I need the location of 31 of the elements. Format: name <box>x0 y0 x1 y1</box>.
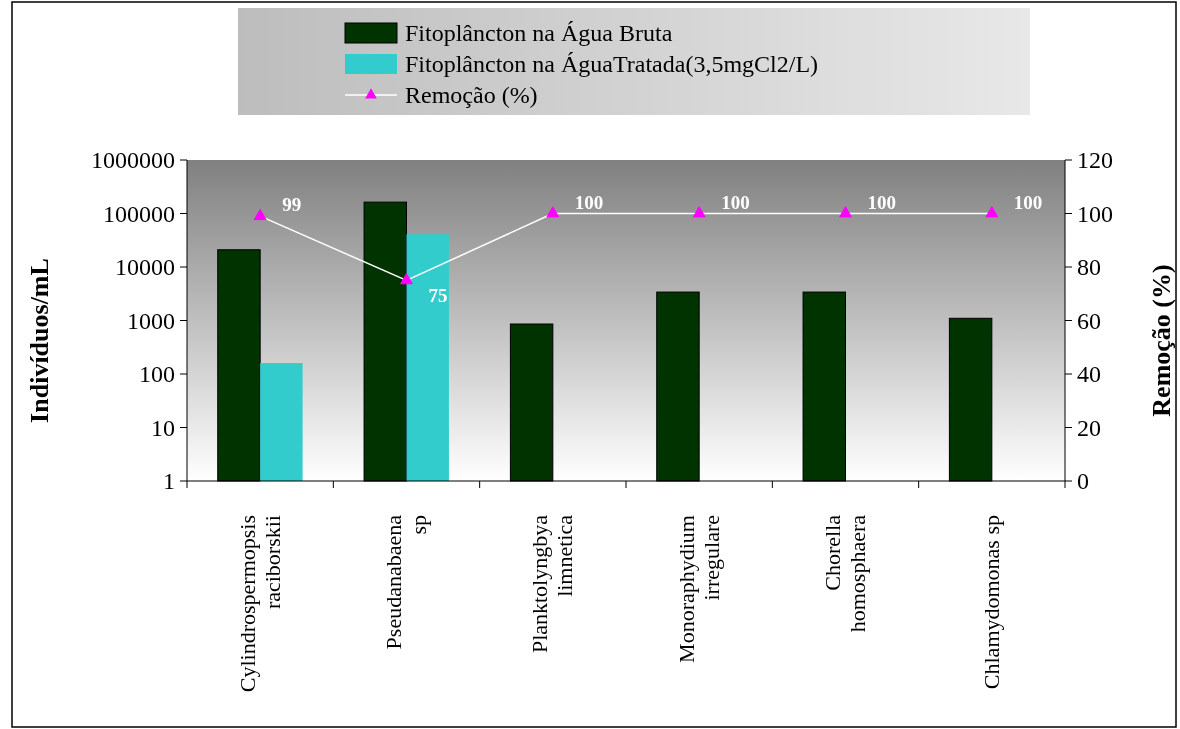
x-tick-label: Monoraphydium irregulare <box>673 515 724 663</box>
legend-label: Remoção (%) <box>405 82 538 109</box>
y2-tick-label: 80 <box>1077 254 1101 281</box>
y-tick-label: 10000 <box>115 254 175 281</box>
y2-tick-label: 100 <box>1077 200 1113 227</box>
y2-tick-label: 0 <box>1077 468 1089 495</box>
y-tick-label: 100000 <box>103 200 175 227</box>
x-tick-label: Planktolyngbya limnetica <box>527 514 578 654</box>
data-label: 75 <box>428 285 448 307</box>
y-tick-label: 1000 <box>127 307 175 334</box>
y-tick-label: 10 <box>151 414 175 441</box>
x-tick-label: Chorella homosphaera <box>820 514 870 633</box>
y-axis-title: Indivíduos/mL <box>25 258 54 423</box>
data-label: 100 <box>574 191 604 213</box>
data-label: 100 <box>867 191 896 213</box>
y2-tick-label: 60 <box>1077 307 1101 334</box>
data-label: 100 <box>721 191 750 213</box>
y2-tick-label: 20 <box>1077 414 1101 441</box>
y-tick-label: 100 <box>139 361 175 388</box>
y-tick-label: 1 <box>163 468 175 495</box>
y2-axis-title: Remoção (%) <box>1147 264 1176 417</box>
x-tick-label: Pseudanabaena sp <box>381 514 431 650</box>
data-label: 99 <box>282 194 302 216</box>
y2-tick-label: 120 <box>1077 147 1113 174</box>
x-tick-label: Chlamydomonas sp <box>978 515 1004 690</box>
data-label: 100 <box>1013 191 1043 213</box>
y2-tick-label: 40 <box>1077 361 1101 388</box>
legend-label: Fitoplâncton na ÁguaTratada(3,5mgCl2/L) <box>405 51 819 78</box>
y-tick-label: 1000000 <box>91 147 175 174</box>
legend-label: Fitoplâncton na Água Bruta <box>405 20 673 47</box>
x-tick-label: Cylindrospermopsis raciborskii <box>234 515 285 693</box>
